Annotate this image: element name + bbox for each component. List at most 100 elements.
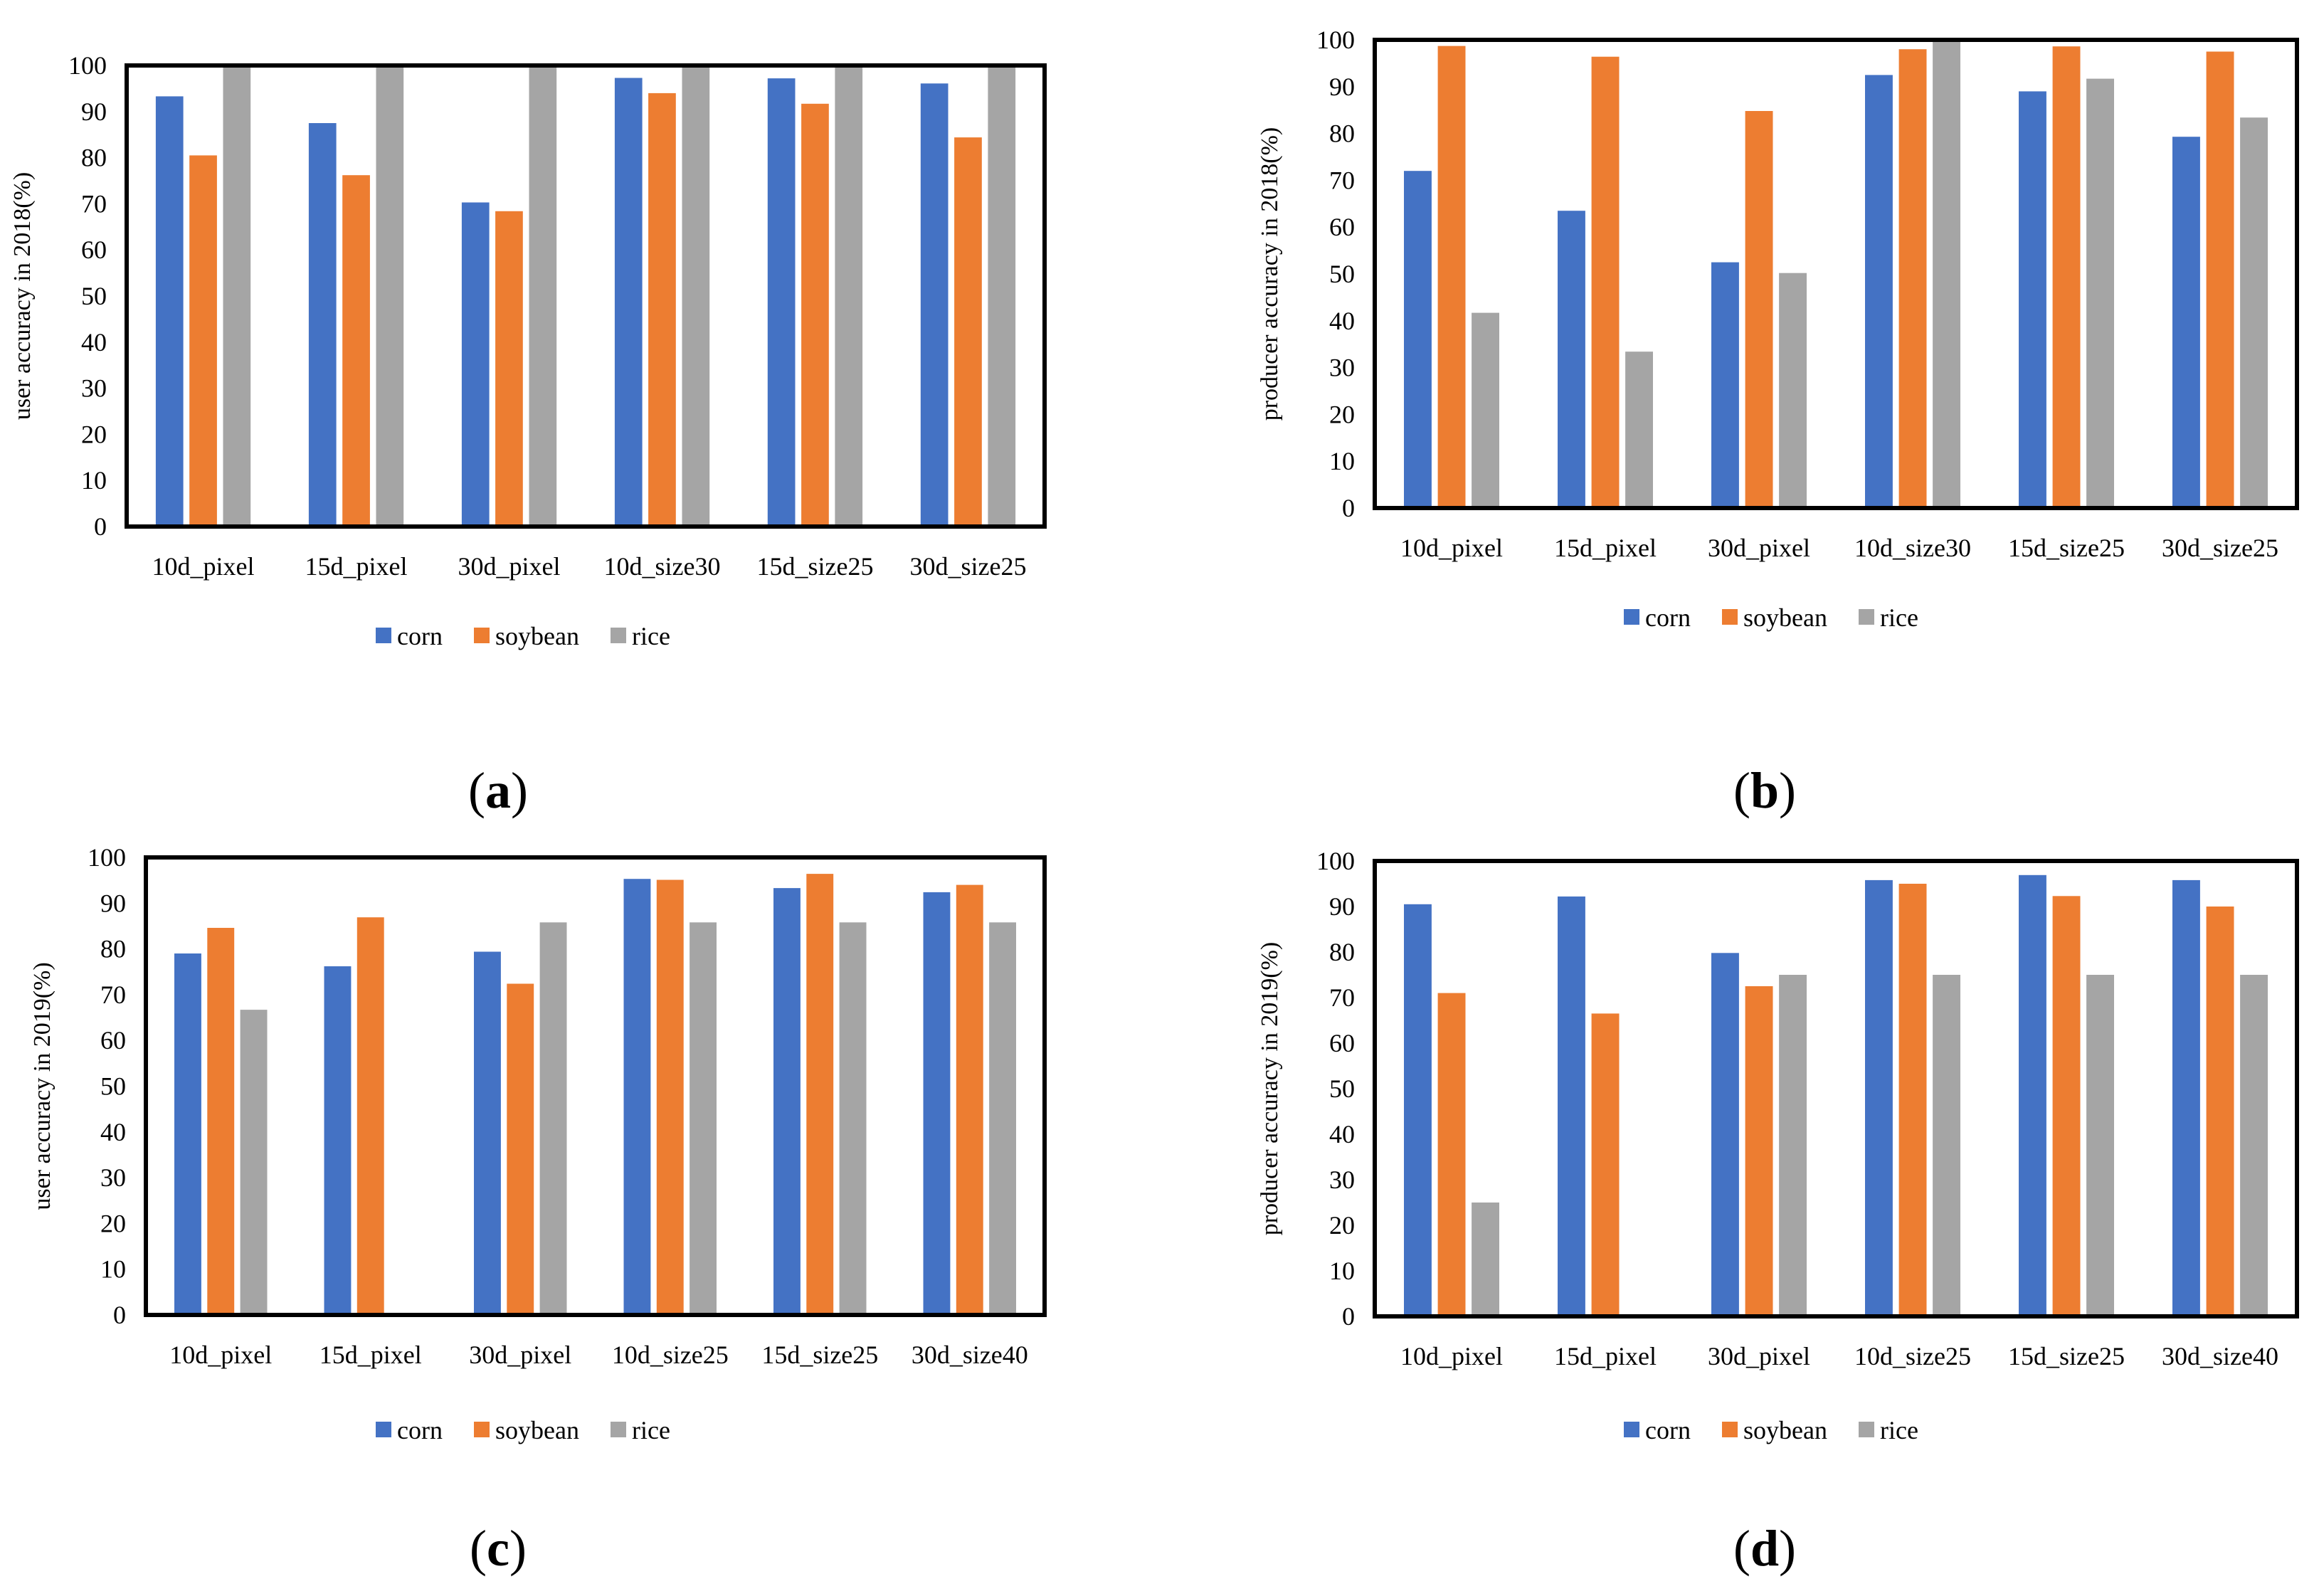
x-category-label: 10d_size30 (1854, 534, 1971, 562)
y-tick-label: 10 (1329, 447, 1355, 475)
bar-corn-30d_size25 (920, 83, 949, 527)
bar-soybean-10d_size30 (648, 93, 676, 527)
chart-panel-c: 0 10 20 30 40 50 60 70 80 90 100 10d_pixel 15d_pixel… (29, 843, 1047, 1577)
bar-rice-10d_pixel (223, 65, 251, 527)
y-tick-label: 0 (1342, 494, 1355, 522)
chart-panel-a: 0 10 20 30 40 50 60 70 80 90 100 10d_pixel 15d_pixel… (9, 51, 1047, 819)
x-category-label: 15d_size25 (2008, 534, 2125, 562)
x-category-label: 10d_pixel (152, 552, 255, 581)
x-category-label: 15d_size25 (757, 552, 874, 581)
bar-corn-10d_pixel (1404, 171, 1432, 508)
legend-label-soybean: soybean (1743, 1416, 1827, 1444)
bar-corn-10d_size25 (623, 879, 651, 1315)
y-tick-label: 60 (1329, 213, 1355, 241)
bar-corn-30d_size25 (2172, 137, 2200, 508)
bar-rice-30d_size25 (988, 65, 1016, 527)
bar-corn-10d_pixel (155, 96, 184, 527)
x-category-label: 15d_pixel (1554, 1342, 1657, 1370)
bar-soybean-30d_size40 (956, 884, 983, 1315)
bar-soybean-10d_size25 (1898, 884, 1927, 1316)
x-category-label: 30d_pixel (458, 552, 561, 581)
bar-rice-15d_size25 (835, 65, 863, 527)
y-tick-label: 0 (113, 1301, 126, 1329)
y-tick-label: 100 (1316, 847, 1355, 875)
y-axis-label: producer accuracy in 2019(%) (1257, 942, 1283, 1236)
legend-swatch-corn (1624, 609, 1639, 625)
y-tick-label: 100 (68, 51, 107, 80)
y-tick-label: 70 (1329, 166, 1355, 194)
x-category-label: 30d_size40 (2162, 1342, 2278, 1370)
bar-corn-15d_pixel (1558, 896, 1585, 1316)
bar-rice-15d_size25 (839, 922, 867, 1315)
y-tick-label: 50 (81, 282, 107, 310)
legend-label-rice: rice (1880, 1416, 1918, 1444)
y-tick-label: 90 (1329, 73, 1355, 101)
x-category-label: 10d_size30 (604, 552, 721, 581)
bar-soybean-10d_pixel (207, 928, 235, 1315)
bar-corn-30d_pixel (1711, 262, 1739, 508)
bar-rice-30d_pixel (529, 65, 557, 527)
bar-corn-10d_size25 (1865, 879, 1893, 1316)
bar-soybean-15d_pixel (1591, 1013, 1620, 1316)
panel-label: (a) (468, 762, 528, 819)
bar-rice-30d_size25 (2240, 117, 2268, 508)
bar-corn-15d_pixel (308, 123, 337, 527)
y-tick-label: 100 (88, 843, 126, 872)
bar-soybean-15d_size25 (801, 103, 829, 527)
legend-swatch-soybean (474, 1422, 490, 1437)
y-tick-label: 20 (81, 420, 107, 448)
y-tick-label: 80 (1329, 938, 1355, 966)
y-tick-label: 80 (1329, 120, 1355, 148)
bar-rice-10d_size25 (690, 922, 717, 1315)
legend-label-soybean: soybean (495, 1416, 579, 1444)
y-tick-label: 20 (1329, 400, 1355, 428)
bar-rice-15d_pixel (1625, 352, 1653, 508)
bar-corn-15d_size25 (2019, 874, 2046, 1316)
x-category-label: 15d_pixel (1554, 534, 1657, 562)
bar-corn-30d_size40 (2172, 879, 2200, 1316)
x-category-label: 15d_size25 (2008, 1342, 2125, 1370)
bar-soybean-15d_pixel (342, 175, 370, 527)
bar-corn-10d_size30 (614, 78, 643, 527)
bar-rice-10d_size30 (1933, 40, 1960, 508)
chart-panel-b: 0 10 20 30 40 50 60 70 80 90 100 10d_pixel 15d_pixel… (1257, 26, 2299, 819)
bar-soybean-10d_size30 (1898, 49, 1927, 508)
y-tick-label: 30 (81, 374, 107, 403)
x-category-label: 30d_size40 (912, 1341, 1028, 1369)
bar-corn-15d_pixel (1558, 211, 1585, 508)
bar-rice-10d_size30 (682, 65, 710, 527)
legend-swatch-soybean (1722, 1422, 1738, 1437)
bar-rice-15d_pixel (376, 65, 404, 527)
x-category-label: 10d_pixel (1400, 534, 1503, 562)
y-tick-label: 80 (100, 935, 126, 963)
plot-frame (1373, 38, 2299, 510)
plot-frame (144, 855, 1047, 1317)
y-tick-label: 70 (81, 189, 107, 218)
legend-swatch-soybean (474, 628, 490, 643)
legend-label-corn: corn (1645, 603, 1691, 632)
bar-soybean-30d_size25 (954, 137, 982, 527)
y-tick-label: 10 (1329, 1257, 1355, 1285)
plot-frame (1373, 859, 2299, 1318)
y-axis-label: user accuracy in 2019(%) (29, 962, 56, 1210)
x-category-label: 10d_size25 (1854, 1342, 1971, 1370)
bar-rice-10d_pixel (1472, 312, 1499, 508)
bar-soybean-10d_pixel (189, 155, 217, 527)
bar-corn-10d_pixel (1404, 904, 1432, 1316)
bar-soybean-10d_pixel (1437, 46, 1466, 509)
bar-corn-15d_pixel (324, 966, 352, 1315)
legend-swatch-corn (1624, 1422, 1639, 1437)
y-tick-label: 20 (100, 1209, 126, 1237)
legend-swatch-corn (376, 628, 391, 643)
bar-soybean-30d_size40 (2206, 907, 2234, 1316)
panel-label: (d) (1733, 1520, 1796, 1577)
y-tick-label: 50 (1329, 1074, 1355, 1103)
legend-label-corn: corn (397, 622, 443, 650)
legend-label-corn: corn (1645, 1416, 1691, 1444)
legend-label-corn: corn (397, 1416, 443, 1444)
y-axis-label: user accuracy in 2018(%) (9, 172, 36, 420)
bar-soybean-15d_size25 (806, 874, 834, 1315)
y-tick-label: 100 (1316, 26, 1355, 54)
x-category-label: 15d_pixel (319, 1341, 422, 1369)
bar-soybean-30d_pixel (495, 211, 523, 527)
